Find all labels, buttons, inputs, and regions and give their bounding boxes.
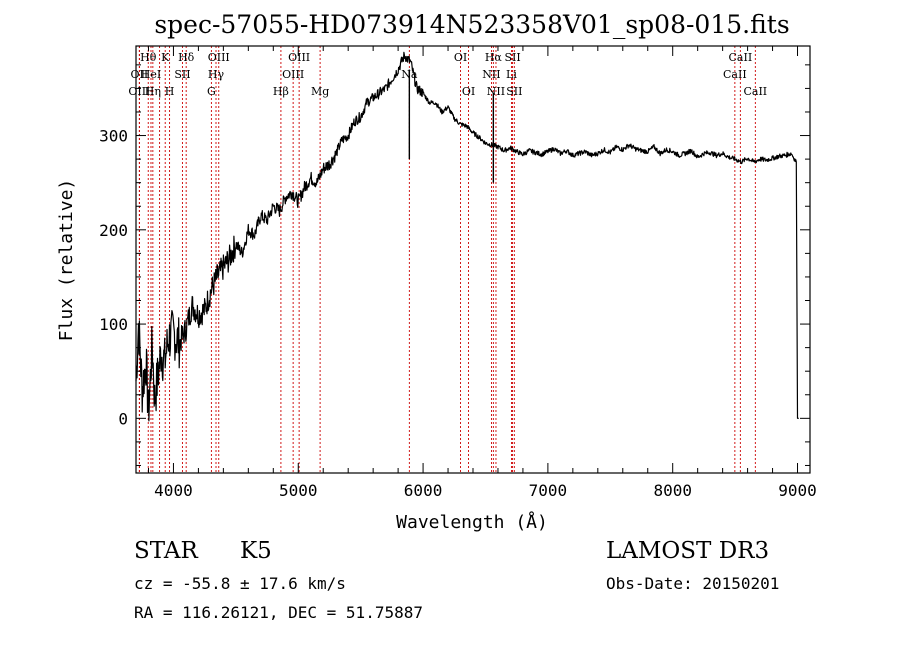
line-label-10: G — [207, 85, 216, 98]
line-label-19: OI — [462, 85, 475, 98]
axis-tick-labels: 4000 5000 6000 7000 8000 9000 0 100 200 300 — [99, 127, 817, 500]
spectral-subclass: K5 — [240, 538, 272, 564]
object-class: STAR — [134, 538, 198, 564]
line-label-22: NII — [487, 85, 505, 98]
absorption-features — [408, 69, 495, 183]
line-label-9: Hδ — [178, 51, 195, 64]
survey-name: LAMOST DR3 — [606, 538, 770, 564]
line-label-3: OIII — [128, 85, 150, 98]
sky-coordinates: RA = 116.26121, DEC = 51.75887 — [134, 603, 423, 622]
line-label-13: Hβ — [273, 85, 289, 98]
radial-velocity: cz = -55.8 ± 17.6 km/s — [134, 574, 346, 593]
line-label-20: NII — [482, 68, 500, 81]
x-tick-label-6000: 6000 — [404, 481, 443, 500]
spectrum-series-line — [135, 51, 800, 422]
line-label-1: OII — [131, 68, 149, 81]
y-tick-label-100: 100 — [99, 315, 128, 334]
line-label-2: HeI — [141, 68, 161, 81]
x-tick-label-9000: 9000 — [778, 481, 817, 500]
y-tick-label-0: 0 — [118, 409, 128, 428]
y-axis-label: Flux (relative) — [56, 179, 77, 342]
line-label-26: CaII — [723, 68, 747, 81]
line-label-21: Hα — [485, 51, 503, 64]
line-label-6: K — [161, 51, 170, 64]
line-label-28: CaII — [743, 85, 767, 98]
x-tick-label-7000: 7000 — [529, 481, 568, 500]
line-label-24: SII — [504, 51, 520, 64]
line-label-14: OIII — [282, 68, 304, 81]
line-label-11: Hγ — [208, 68, 225, 81]
line-label-7: H — [165, 85, 175, 98]
line-label-27: CaII — [729, 51, 753, 64]
y-tick-label-200: 200 — [99, 221, 128, 240]
line-label-15: OIII — [288, 51, 310, 64]
chart-title: spec-57055-HD073914N523358V01_sp08-015.f… — [154, 10, 789, 39]
x-tick-label-4000: 4000 — [154, 481, 193, 500]
spectral-line-labels: HθOIIHeIOIIIHηKHSIIHδGHγOIIIHβOIIIOIIIMg… — [128, 51, 767, 98]
line-label-0: Hθ — [140, 51, 157, 64]
line-label-25: SII — [506, 85, 522, 98]
y-tick-label-300: 300 — [99, 127, 128, 146]
line-label-23: Li — [506, 68, 517, 81]
line-label-16: Mg — [311, 85, 329, 98]
x-tick-label-5000: 5000 — [279, 481, 318, 500]
plot-frame — [135, 45, 811, 474]
observation-date: Obs-Date: 20150201 — [606, 574, 780, 593]
x-axis-label: Wavelength (Å) — [396, 511, 548, 533]
axis-ticks — [136, 46, 810, 473]
line-label-8: SII — [174, 68, 190, 81]
line-label-18: OI — [454, 51, 467, 64]
x-tick-label-8000: 8000 — [653, 481, 692, 500]
line-label-4: Hη — [145, 85, 161, 98]
line-label-12: OIII — [208, 51, 230, 64]
spectral-line-markers — [138, 46, 756, 473]
